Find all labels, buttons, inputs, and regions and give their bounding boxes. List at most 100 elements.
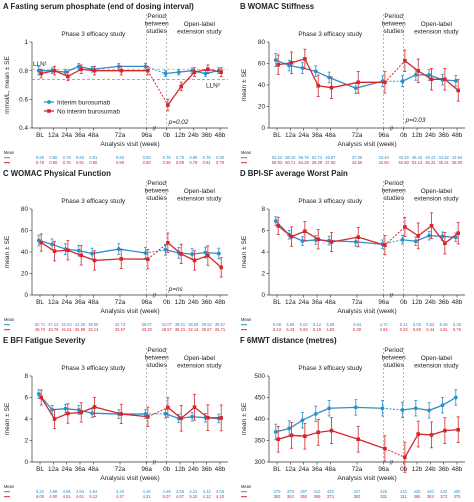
mean-value: 48.74	[35, 327, 46, 332]
ole-header-line: Open-label	[421, 188, 452, 195]
axis-break-mark: //	[153, 126, 157, 133]
mean-value: 353	[274, 494, 282, 499]
mean-value: 425	[327, 489, 335, 494]
data-point-no_interim	[66, 411, 70, 416]
data-point-interim	[413, 72, 418, 77]
phase3-header: Phase 3 efficacy study	[61, 365, 126, 372]
data-point-interim	[203, 250, 208, 255]
data-point-no_interim	[166, 103, 170, 107]
chart-panel-e: E BFI Fatigue Severity Phase 3 efficacy s…	[3, 336, 228, 499]
mean-row-label: Mean	[4, 484, 15, 489]
data-point-no_interim	[416, 234, 420, 238]
mean-value: 63.22	[272, 155, 283, 160]
y-tick-label: 60	[258, 61, 266, 68]
chart-panel-b: B WOMAC Stiffness Phase 3 efficacy study P…	[240, 2, 465, 165]
y-tick-label: 0.6	[19, 97, 28, 104]
mean-value: 0.69	[176, 160, 185, 165]
mean-row-label: Mean	[241, 317, 252, 322]
mean-value: 4.46	[143, 489, 152, 494]
x-tick-label: 24b	[425, 132, 436, 139]
data-point-no_interim	[456, 427, 460, 432]
x-tick-label: 12a	[48, 466, 59, 473]
data-point-no_interim	[79, 253, 83, 258]
mean-value: 36.88	[75, 327, 86, 332]
x-tick-label: 72a	[352, 466, 363, 473]
x-tick-label: 24a	[61, 466, 72, 473]
data-point-no_interim	[303, 229, 307, 234]
mean-value: 0.76	[63, 160, 72, 165]
x-tick-label: BL	[36, 132, 44, 139]
ole-header-line: Open-label	[184, 21, 215, 28]
mean-value: 0.80	[49, 155, 58, 160]
mean-value: 4.51	[63, 494, 72, 499]
y-tick-label: 0	[261, 125, 265, 132]
legend-label-no-interim: No interim burosumab	[57, 108, 120, 115]
mean-value: 46.97	[325, 155, 336, 160]
data-point-no_interim	[316, 83, 320, 88]
mean-value: 0.79	[176, 155, 185, 160]
mean-value: 0.81	[203, 160, 212, 165]
y-tick-label: 40	[258, 82, 266, 89]
mean-value: 0.80	[36, 155, 45, 160]
y-tick-label: 4	[24, 416, 28, 423]
data-point-no_interim	[219, 70, 223, 74]
data-point-no_interim	[39, 395, 43, 400]
phase3-header: Phase 3 efficacy study	[298, 365, 363, 372]
mean-value: 5.60	[286, 322, 295, 327]
data-point-no_interim	[443, 77, 447, 82]
mean-value: 5.00	[413, 322, 422, 327]
y-tick-label: 6	[261, 228, 265, 235]
data-point-no_interim	[79, 410, 83, 415]
data-point-interim	[176, 70, 181, 74]
x-tick-label: 36a	[312, 466, 323, 473]
data-point-no_interim	[166, 240, 170, 245]
data-point-interim	[190, 414, 195, 419]
x-tick-label: 24a	[61, 132, 72, 139]
data-point-interim	[413, 239, 418, 244]
data-point-no_interim	[119, 257, 123, 261]
mean-value: 373	[440, 494, 448, 499]
data-point-interim	[163, 411, 168, 416]
y-tick-label: 300	[254, 459, 265, 466]
y-tick-label: 80	[258, 39, 266, 46]
x-axis-label: Analysis visit (week)	[100, 308, 159, 315]
mean-value: 0.83	[116, 155, 125, 160]
ole-header-line: extension study	[177, 196, 222, 203]
data-point-interim	[143, 251, 148, 255]
x-tick-label: BL	[273, 299, 281, 306]
mean-value: 369	[314, 494, 322, 499]
x-tick-label: 0b	[163, 132, 171, 139]
y-tick-label: 60	[21, 228, 29, 235]
data-point-interim	[353, 239, 358, 244]
data-point-interim	[163, 71, 168, 76]
mean-value: 5.36	[453, 322, 462, 327]
axis-break-mark: //	[390, 126, 394, 133]
series-break-line-no_interim	[147, 70, 169, 106]
y-axis-label: mmol/L, mean ± SE	[4, 55, 11, 113]
mean-value: 4.05	[176, 489, 185, 494]
data-point-no_interim	[276, 62, 280, 67]
data-point-interim	[90, 251, 95, 256]
y-tick-label: 400	[254, 416, 265, 423]
mean-value: 41.61	[62, 327, 73, 332]
x-tick-label: 36b	[201, 466, 212, 473]
mean-value: 55.78	[299, 155, 310, 160]
mean-value: 0.81	[76, 160, 85, 165]
mean-value: 5.12	[313, 322, 322, 327]
x-tick-label: 96a	[378, 132, 389, 139]
y-axis-label: mean ± SE	[4, 402, 11, 435]
data-point-no_interim	[92, 405, 97, 409]
data-point-no_interim	[329, 240, 334, 244]
mean-value: 0.78	[203, 155, 212, 160]
data-point-no_interim	[166, 405, 170, 410]
mean-value: 37.50	[325, 160, 336, 165]
x-tick-label: 12b	[412, 132, 423, 139]
period-header-line: studies	[147, 362, 167, 369]
data-point-no_interim	[289, 234, 294, 239]
x-tick-label: 12a	[285, 132, 296, 139]
mean-value: 0.78	[163, 155, 172, 160]
data-point-interim	[190, 252, 195, 256]
chart-panel-c: C WOMAC Physical Function Phase 3 efficac…	[3, 169, 228, 332]
ole-header-line: Open-label	[421, 355, 452, 362]
data-point-interim	[36, 68, 41, 73]
